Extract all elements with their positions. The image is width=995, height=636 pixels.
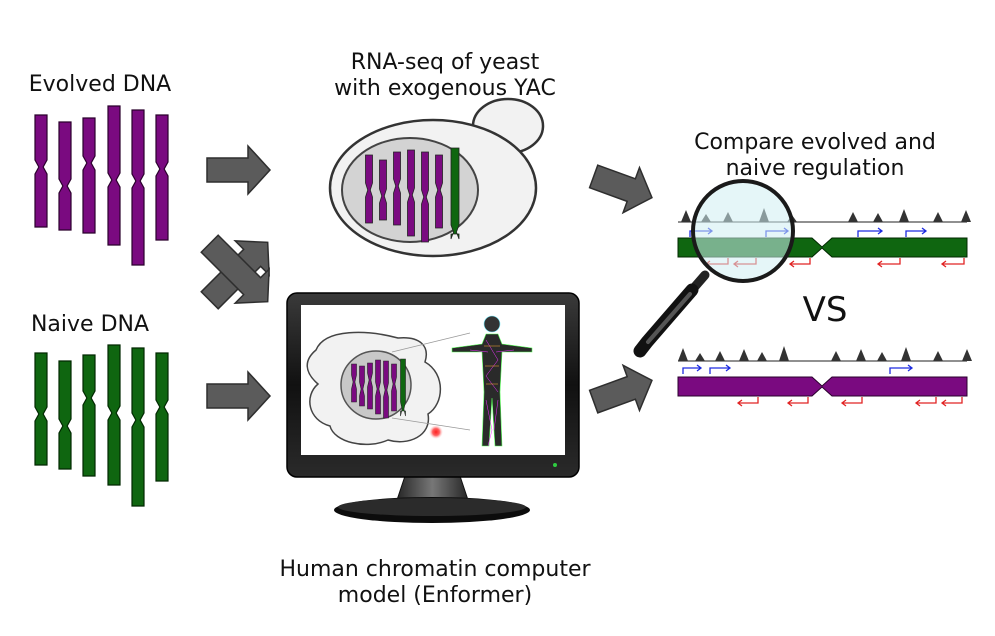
compare-label-line2: naive regulation [725,156,905,181]
enformer-label-line1: Human chromatin computer [279,557,591,582]
chromosome-icon [107,105,121,246]
evolved-chromosome-set [34,105,169,266]
rnaseq-label: RNA-seq of yeast with exogenous YAC [295,50,595,102]
chromosome-icon [365,154,373,224]
signal-peak [831,351,841,361]
chromosome-icon [367,362,373,410]
chromosome-icon [421,151,429,243]
chromosome-icon [375,359,381,415]
compare-label: Compare evolved and naive regulation [660,130,970,182]
naive-regulation-track [677,346,972,407]
reverse-tss-arrow [940,397,963,407]
naive-sequence-bar [677,376,968,397]
chromosome-icon [155,352,169,482]
monitor-chromosome-set [351,358,406,419]
compare-label-line1: Compare evolved and [694,130,936,155]
chromosome-icon [34,114,48,228]
chromosome-icon [393,151,401,226]
chromosome-icon [379,159,387,221]
signal-peak [715,351,725,361]
arrow-icon [588,164,653,215]
arrow-icon [200,234,270,304]
evolved-dna-label: Evolved DNA [28,72,172,97]
signal-peak [877,352,887,361]
vs-label: VS [802,290,848,330]
signal-peak [873,213,883,222]
chromosome-icon [407,149,415,237]
forward-tss-arrow [905,227,928,237]
naive-chromosome-set [34,344,169,507]
chromosome-icon [58,121,72,231]
forward-tss-arrow [857,227,884,237]
signal-peak [779,346,789,361]
forward-tss-arrow [709,364,732,374]
enformer-label-line2: model (Enformer) [337,583,533,608]
signal-peak [695,353,705,361]
signal-peak [681,210,691,222]
chromosome-icon [58,360,72,470]
signal-peak [901,347,911,361]
signal-peak [899,209,909,222]
signal-peak [739,349,749,361]
signal-peak [757,352,767,361]
signal-peak [856,349,866,361]
chromosome-icon [34,352,48,466]
enformer-label: Human chromatin computer model (Enformer… [215,557,655,609]
red-marker-icon [429,425,443,439]
signal-peak [933,212,943,222]
chromosome-icon [351,363,357,403]
chromosome-icon [155,114,169,241]
yeast-chromosome-set [365,147,460,243]
reverse-tss-arrow [876,258,901,268]
forward-tss-arrow [889,364,914,374]
signal-peak [962,349,972,361]
monitor-icon [286,292,580,523]
reverse-tss-arrow [788,258,811,268]
chromosome-icon [131,109,145,266]
chromosome-icon [107,344,121,486]
magnifying-glass-icon [633,179,795,358]
signal-peaks [678,346,972,361]
rnaseq-label-line2: with exogenous YAC [334,76,556,101]
chromosome-icon [435,154,443,229]
reverse-tss-arrow [940,258,965,268]
naive-dna-label: Naive DNA [30,312,150,337]
chromosome-icon [82,117,96,234]
signal-peak [933,351,943,361]
reverse-tss-arrow [840,397,863,407]
reverse-tss-arrow [736,397,759,407]
reverse-tss-arrow [786,397,809,407]
chromosome-icon [450,147,460,240]
chromosome-icon [400,358,406,417]
yeast-cell-icon [328,97,545,258]
chromosome-icon [131,347,145,507]
rnaseq-label-line1: RNA-seq of yeast [350,50,540,75]
chromosome-icon [359,365,365,407]
forward-tss-arrow [682,364,703,374]
human-body-icon [451,315,533,447]
reverse-tss-arrow [914,397,937,407]
chromosome-icon [391,363,397,412]
signal-peak [961,210,971,222]
arrow-icon [588,363,653,414]
arrow-icon [206,370,272,422]
signal-peak [848,212,858,222]
signal-peak [678,348,688,361]
chromosome-icon [383,360,389,419]
arrow-icon [206,144,272,196]
chromosome-icon [82,354,96,477]
